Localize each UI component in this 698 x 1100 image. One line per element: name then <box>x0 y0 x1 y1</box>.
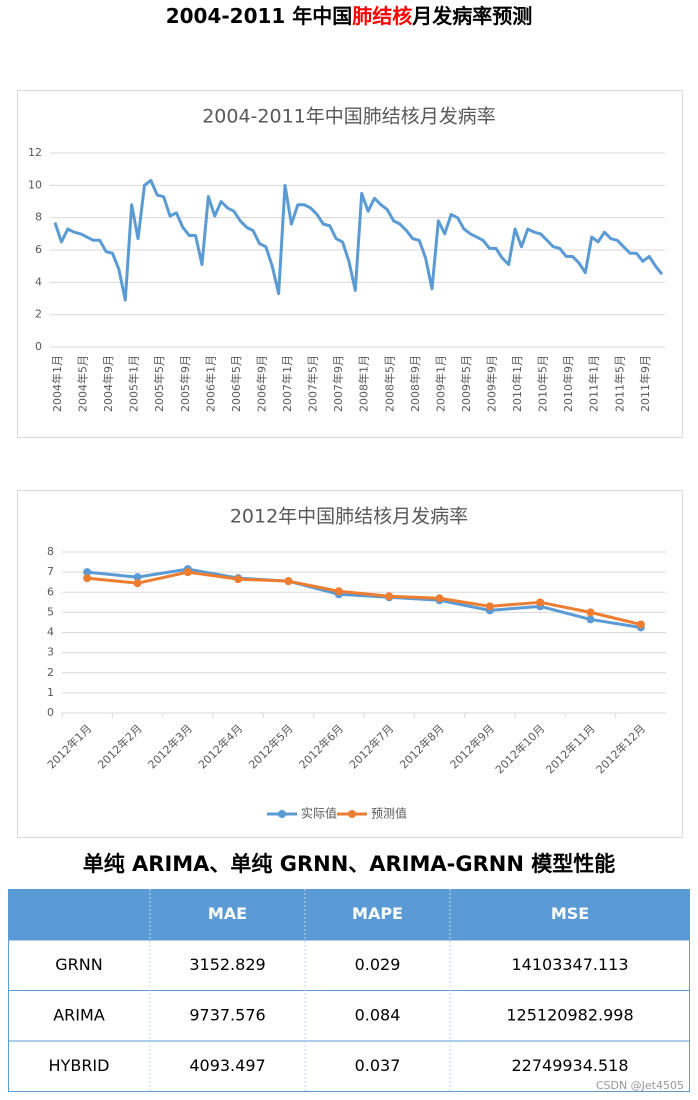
column-header: MAE <box>208 904 247 923</box>
y-tick-label: 1 <box>47 686 54 699</box>
x-tick-label: 2011年5月 <box>612 355 626 412</box>
point <box>133 573 142 582</box>
point <box>83 574 92 583</box>
x-tick-label: 2008年5月 <box>382 355 396 412</box>
x-tick-label: 2010年5月 <box>536 355 550 412</box>
point <box>284 577 293 586</box>
point <box>385 592 394 601</box>
table-row <box>8 1040 690 1092</box>
x-tick-label: 2004年9月 <box>101 355 115 412</box>
x-tick-label: 2009年1月 <box>433 355 447 412</box>
point <box>485 602 494 611</box>
series-line <box>87 567 642 629</box>
table-cell: HYBRID <box>49 1056 110 1075</box>
legend-label: 预测值 <box>371 806 407 821</box>
legend-marker <box>278 810 286 818</box>
series-line <box>53 178 664 302</box>
table-cell: 22749934.518 <box>511 1056 628 1075</box>
x-tick-label: 2010年1月 <box>510 355 524 412</box>
table-cell: 0.037 <box>355 1056 401 1075</box>
table-cell: 14103347.113 <box>511 955 628 974</box>
title-part: 2004-2011 年中国 <box>166 4 353 28</box>
y-tick-label: 4 <box>47 626 54 639</box>
x-tick-label: 2007年9月 <box>331 355 345 412</box>
legend-marker <box>348 810 356 818</box>
column-header: MSE <box>551 904 589 923</box>
x-tick-label: 2010年9月 <box>561 355 575 412</box>
table-cell: 0.084 <box>355 1005 401 1024</box>
x-tick-label: 2006年5月 <box>229 355 243 412</box>
point <box>586 608 595 617</box>
y-tick-label: 6 <box>35 243 42 256</box>
point <box>536 598 545 607</box>
x-tick-label: 2009年5月 <box>459 355 473 412</box>
y-tick-label: 0 <box>35 340 42 353</box>
y-tick-label: 8 <box>47 545 54 558</box>
x-tick-label: 2007年5月 <box>306 355 320 412</box>
point <box>183 568 192 577</box>
chart-title: 2012年中国肺结核月发病率 <box>230 506 468 528</box>
point <box>83 568 92 577</box>
x-tick-label: 2004年5月 <box>76 355 90 412</box>
x-tick-label: 2008年1月 <box>357 355 371 412</box>
table-cell: 4093.497 <box>189 1056 265 1075</box>
y-tick-label: 5 <box>47 605 54 618</box>
title-part: 月发病率预测 <box>411 4 532 28</box>
x-tick-label: 2005年9月 <box>178 355 192 412</box>
x-tick-label: 2005年5月 <box>152 355 166 412</box>
page-title: 2004-2011 年中国肺结核月发病率预测 <box>166 4 533 28</box>
y-tick-label: 2 <box>35 308 42 321</box>
point <box>435 594 444 603</box>
y-tick-label: 6 <box>47 585 54 598</box>
y-tick-label: 4 <box>35 275 42 288</box>
chart-frame <box>17 490 683 838</box>
table-cell: GRNN <box>55 955 102 974</box>
y-tick-label: 2 <box>47 666 54 679</box>
point <box>234 575 243 584</box>
y-tick-label: 10 <box>28 178 42 191</box>
point <box>586 615 595 624</box>
series-line <box>87 570 642 626</box>
x-tick-label: 2004年1月 <box>50 355 64 412</box>
x-tick-label: 2009年9月 <box>484 355 498 412</box>
point <box>334 587 343 596</box>
table-row <box>8 939 690 991</box>
x-tick-label: 2005年1月 <box>127 355 141 412</box>
table-cell: 9737.576 <box>189 1005 265 1024</box>
y-tick-label: 8 <box>35 211 42 224</box>
title-highlight: 肺结核 <box>352 4 412 28</box>
table: MAE MAPE MSE GRNN 3152.829 0.029 14103347.113 A… <box>8 889 690 1092</box>
table-header-bg <box>8 889 690 940</box>
x-tick-label: 2006年9月 <box>254 355 268 412</box>
watermark: CSDN @Jet4505 <box>596 1079 684 1092</box>
y-tick-label: 12 <box>28 146 42 159</box>
table-cell: 3152.829 <box>189 955 265 974</box>
x-tick-label: 2011年9月 <box>638 355 652 412</box>
column-header: MAPE <box>352 904 403 923</box>
x-tick-label: 2006年1月 <box>203 355 217 412</box>
table-cell: ARIMA <box>53 1005 105 1024</box>
table-cell: 0.029 <box>355 955 401 974</box>
point <box>636 620 645 629</box>
x-tick-label: 2007年1月 <box>280 355 294 412</box>
y-tick-label: 3 <box>47 646 54 659</box>
legend-label: 实际值 <box>301 806 337 821</box>
y-tick-label: 7 <box>47 565 54 578</box>
table-cell: 125120982.998 <box>506 1005 633 1024</box>
point <box>133 579 142 588</box>
table-row <box>8 990 690 1042</box>
chart-title: 2004-2011年中国肺结核月发病率 <box>202 106 496 128</box>
table-title: 单纯 ARIMA、单纯 GRNN、ARIMA-GRNN 模型性能 <box>83 852 616 876</box>
x-tick-label: 2011年1月 <box>587 355 601 412</box>
x-tick-label: 2008年9月 <box>408 355 422 412</box>
y-tick-label: 0 <box>47 706 54 719</box>
